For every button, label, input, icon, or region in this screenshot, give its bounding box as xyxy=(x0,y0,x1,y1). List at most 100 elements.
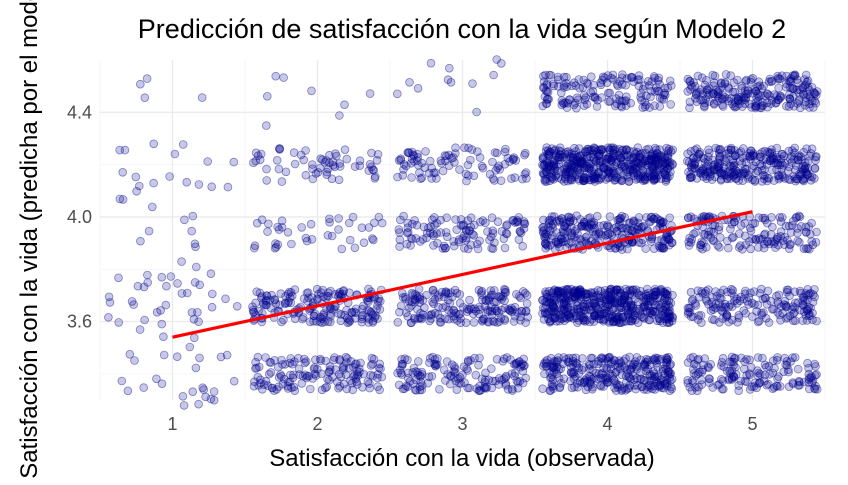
data-point xyxy=(323,231,333,240)
data-point xyxy=(732,294,742,304)
data-point xyxy=(187,226,197,236)
data-point xyxy=(309,316,318,326)
data-point xyxy=(364,314,374,324)
data-point xyxy=(717,168,726,178)
data-point xyxy=(285,293,295,302)
data-point xyxy=(579,299,588,309)
data-point xyxy=(363,296,372,305)
data-point xyxy=(286,298,296,308)
data-point xyxy=(693,71,703,81)
data-point xyxy=(785,240,795,250)
data-point xyxy=(330,289,340,299)
data-point xyxy=(194,180,204,189)
data-point xyxy=(768,222,777,232)
data-point xyxy=(318,155,327,165)
data-point xyxy=(357,312,367,322)
data-point xyxy=(589,143,599,153)
data-point xyxy=(521,306,531,316)
data-point xyxy=(343,318,353,328)
data-point xyxy=(518,359,527,369)
data-point xyxy=(445,371,455,381)
data-point xyxy=(261,296,271,306)
data-point xyxy=(262,291,272,301)
data-point xyxy=(322,170,332,180)
data-point xyxy=(811,362,820,371)
data-point xyxy=(458,370,467,380)
data-point xyxy=(421,147,430,156)
data-point xyxy=(501,371,511,381)
data-point xyxy=(363,377,373,387)
data-point xyxy=(665,76,675,86)
data-point xyxy=(322,291,332,301)
data-point xyxy=(459,362,469,372)
data-point xyxy=(197,93,207,102)
data-point xyxy=(351,308,360,318)
data-point xyxy=(465,295,474,305)
data-point xyxy=(539,215,548,225)
data-point xyxy=(248,305,258,315)
data-point xyxy=(559,81,569,90)
data-point xyxy=(319,310,328,320)
data-point xyxy=(308,164,317,174)
data-point xyxy=(339,379,349,389)
data-point xyxy=(748,234,757,244)
data-point xyxy=(501,380,511,390)
data-point xyxy=(444,63,454,73)
data-point xyxy=(326,286,335,296)
data-point xyxy=(315,163,325,173)
data-point xyxy=(475,217,485,227)
data-point xyxy=(619,317,628,327)
data-point xyxy=(296,150,306,160)
data-point xyxy=(335,162,345,171)
data-point xyxy=(722,287,732,297)
data-point xyxy=(456,379,466,388)
x-axis-title: Satisfacción con la vida (observada) xyxy=(269,445,655,472)
data-point xyxy=(510,368,520,378)
data-point xyxy=(482,382,491,392)
data-point xyxy=(316,369,326,379)
data-point xyxy=(411,385,421,395)
data-point xyxy=(363,305,372,315)
data-point xyxy=(475,153,485,162)
data-point xyxy=(417,370,427,379)
data-point xyxy=(589,92,598,102)
data-point xyxy=(623,150,633,160)
data-point xyxy=(285,358,295,368)
data-point xyxy=(194,399,203,409)
data-point xyxy=(614,145,624,154)
data-point xyxy=(708,383,717,392)
data-point xyxy=(272,156,282,165)
data-point xyxy=(487,383,497,393)
data-point xyxy=(416,174,425,184)
data-point xyxy=(596,370,606,379)
data-point xyxy=(394,380,404,390)
data-point xyxy=(557,214,566,223)
data-point xyxy=(729,354,739,363)
data-point xyxy=(719,303,729,312)
data-point xyxy=(589,311,599,321)
data-point xyxy=(616,303,626,312)
data-point xyxy=(275,145,284,154)
data-point xyxy=(335,111,344,120)
data-point xyxy=(734,310,743,320)
data-point xyxy=(623,244,632,254)
data-point xyxy=(408,368,418,377)
data-point xyxy=(251,156,261,166)
data-point xyxy=(375,385,384,395)
data-point xyxy=(620,291,629,300)
data-point xyxy=(286,288,296,297)
data-point xyxy=(472,107,481,117)
data-point xyxy=(359,301,368,311)
data-point xyxy=(477,316,487,326)
data-point xyxy=(433,239,442,248)
data-point xyxy=(722,149,731,159)
data-point xyxy=(466,356,475,365)
data-point xyxy=(303,296,312,306)
data-point xyxy=(605,88,614,98)
data-point xyxy=(501,379,511,388)
data-point xyxy=(323,374,332,384)
data-point xyxy=(640,156,650,166)
data-point xyxy=(408,290,418,299)
data-point xyxy=(334,289,344,299)
data-point xyxy=(351,304,361,314)
